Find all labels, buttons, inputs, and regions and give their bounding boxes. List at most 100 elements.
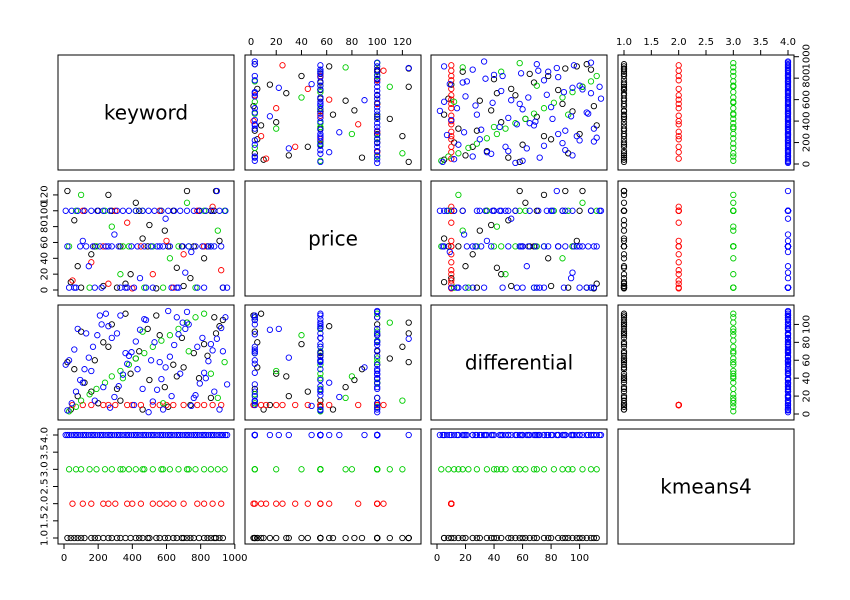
point-cluster4-43	[374, 103, 381, 111]
point-cluster4-5	[285, 145, 292, 152]
point-cluster3-1	[445, 466, 452, 473]
point-cluster2-12	[675, 92, 682, 99]
x-tick-label-keyword-5: 1000	[222, 553, 247, 564]
point-cluster4-41	[590, 125, 598, 132]
panel-frame-differential-keyword	[57, 304, 235, 421]
point-cluster4-45	[317, 321, 324, 328]
point-cluster4-74	[784, 394, 792, 402]
point-cluster4-71	[139, 431, 146, 439]
point-cluster1-38	[180, 534, 187, 542]
point-cluster4-59	[784, 312, 792, 319]
point-cluster4-75	[207, 340, 215, 348]
point-cluster3-15	[386, 83, 393, 90]
point-cluster4-63	[165, 307, 172, 315]
point-cluster4-75	[784, 68, 792, 75]
point-cluster3-6	[348, 373, 356, 380]
point-cluster4-48	[569, 207, 576, 214]
point-cluster3-2	[77, 397, 85, 404]
point-cluster4-62	[519, 106, 526, 113]
point-cluster4-72	[156, 243, 163, 250]
point-cluster4-76	[784, 58, 792, 65]
point-cluster4-51	[374, 352, 381, 359]
point-cluster4-57	[374, 159, 381, 167]
point-cluster1-23	[329, 111, 337, 118]
point-cluster1-39	[587, 534, 595, 542]
point-cluster3-23	[159, 284, 167, 291]
point-cluster4-25	[171, 207, 178, 214]
point-cluster2-0	[675, 277, 682, 284]
point-cluster4-17	[266, 431, 274, 439]
point-cluster3-1	[72, 207, 80, 214]
y-tick-label-keyword-5: 1000	[802, 44, 813, 69]
point-cluster3-23	[159, 400, 167, 407]
point-cluster4-14	[251, 360, 258, 367]
point-cluster3-9	[522, 115, 529, 123]
point-cluster3-11	[540, 105, 548, 112]
point-cluster2-5	[675, 128, 682, 135]
point-cluster4-74	[190, 394, 197, 402]
variable-labels: keyword price differential kmeans4	[104, 101, 752, 499]
point-cluster4-72	[317, 100, 324, 108]
point-cluster1-30	[473, 534, 481, 542]
point-cluster4-13	[496, 123, 503, 131]
point-cluster3-2	[455, 191, 462, 199]
y-tick-label-kmeans4-1: 1.5	[40, 513, 51, 529]
point-cluster1-19	[620, 154, 628, 161]
point-cluster4-47	[784, 348, 792, 355]
point-cluster4-75	[317, 431, 324, 439]
point-cluster2-2	[675, 259, 682, 266]
point-cluster1-28	[573, 63, 580, 70]
point-cluster2-9	[273, 105, 280, 112]
point-cluster4-66	[216, 207, 223, 214]
point-cluster3-10	[530, 466, 538, 473]
point-cluster4-22	[158, 375, 165, 383]
point-cluster4-53	[440, 98, 448, 105]
point-cluster4-26	[175, 331, 182, 338]
point-cluster2-11	[448, 237, 455, 245]
point-cluster4-46	[784, 375, 792, 382]
point-cluster4-44	[784, 392, 792, 400]
point-cluster4-23	[508, 215, 515, 222]
point-cluster4-76	[251, 431, 258, 439]
point-cluster4-51	[374, 120, 381, 127]
point-cluster4-73	[251, 90, 258, 97]
point-cluster4-49	[455, 141, 462, 148]
point-cluster1-1	[285, 152, 292, 159]
point-cluster1-19	[620, 217, 628, 224]
point-cluster3-24	[533, 82, 540, 89]
point-cluster1-11	[161, 383, 168, 391]
point-cluster1-29	[405, 358, 412, 366]
point-cluster1-6	[620, 125, 628, 132]
point-cluster1-34	[620, 199, 628, 206]
point-cluster3-21	[119, 375, 127, 382]
point-cluster2-4	[675, 132, 682, 140]
point-cluster2-2	[88, 401, 95, 409]
x-tick-label-kmeans4-0: 1.0	[616, 37, 632, 48]
point-cluster3-24	[730, 82, 737, 89]
point-cluster1-31	[317, 534, 324, 542]
point-cluster3-22	[730, 111, 737, 118]
point-cluster2-1	[675, 149, 682, 156]
point-cluster4-37	[222, 314, 229, 321]
point-cluster1-30	[113, 284, 121, 291]
point-cluster2-12	[675, 284, 682, 291]
point-cluster4-75	[207, 243, 215, 250]
point-cluster3-11	[149, 243, 156, 250]
panel-frame-keyword-price	[244, 54, 422, 171]
point-cluster3-17	[374, 310, 381, 317]
point-cluster4-32	[499, 72, 506, 80]
point-cluster4-75	[545, 431, 552, 439]
point-cluster1-20	[620, 251, 628, 258]
point-cluster1-28	[216, 237, 223, 245]
point-cluster4-59	[590, 431, 598, 439]
point-cluster2-0	[262, 155, 270, 162]
point-cluster1-21	[399, 132, 406, 140]
point-cluster1-37	[146, 221, 153, 229]
point-cluster4-68	[374, 367, 381, 375]
point-cluster4-16	[374, 115, 381, 123]
point-cluster3-7	[502, 125, 509, 132]
point-cluster2-11	[326, 401, 333, 409]
point-cluster1-1	[285, 392, 292, 400]
point-cluster4-46	[490, 431, 498, 439]
point-cluster4-63	[165, 431, 172, 439]
